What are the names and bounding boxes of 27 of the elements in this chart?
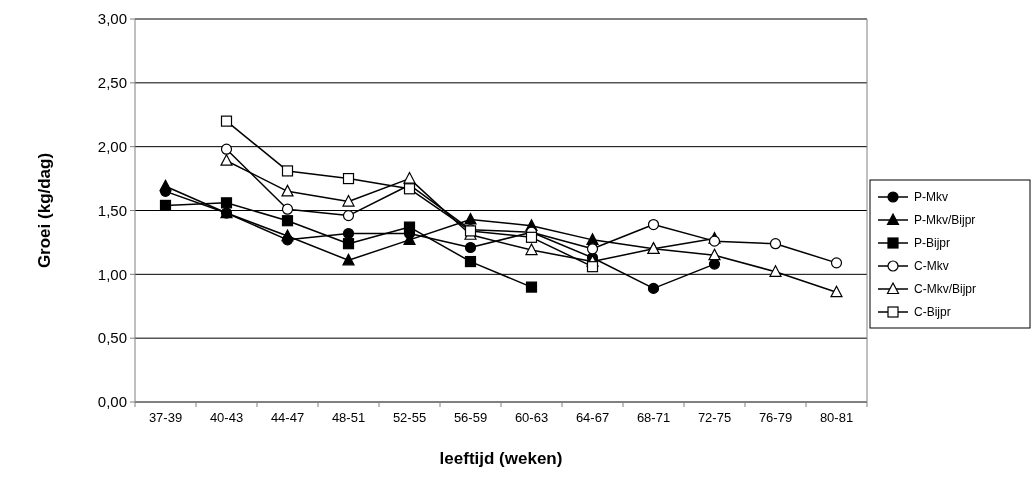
y-tick-label: 1,00 bbox=[97, 265, 127, 283]
x-tick-label: 64-67 bbox=[575, 410, 610, 425]
legend-label: P-Bijpr bbox=[914, 236, 951, 251]
x-tick-label: 60-63 bbox=[514, 410, 549, 425]
y-tick-label: 1,50 bbox=[97, 201, 127, 219]
x-tick-label: 40-43 bbox=[209, 410, 244, 425]
legend-label: P-Mkv/Bijpr bbox=[914, 213, 976, 228]
legend-label: C-Mkv bbox=[914, 259, 949, 274]
legend-label: C-Bijpr bbox=[914, 305, 951, 320]
x-tick-label: 56-59 bbox=[453, 410, 488, 425]
y-tick-label: 0,00 bbox=[97, 393, 127, 411]
x-tick-label: 72-75 bbox=[697, 410, 732, 425]
x-tick-label: 37-39 bbox=[148, 410, 183, 425]
legend-label: P-Mkv bbox=[914, 190, 948, 205]
y-tick-label: 2,00 bbox=[97, 137, 127, 155]
y-tick-label: 2,50 bbox=[97, 74, 127, 92]
x-tick-label: 52-55 bbox=[392, 410, 427, 425]
y-tick-label: 0,50 bbox=[97, 329, 127, 347]
legend-label: C-Mkv/Bijpr bbox=[914, 282, 976, 297]
x-tick-label: 76-79 bbox=[758, 410, 793, 425]
x-tick-label: 44-47 bbox=[270, 410, 305, 425]
x-axis-title: leeftijd (weken) bbox=[439, 449, 563, 468]
x-tick-label: 80-81 bbox=[819, 410, 854, 425]
y-tick-label: 3,00 bbox=[97, 10, 127, 28]
x-tick-label: 48-51 bbox=[331, 410, 366, 425]
x-tick-label: 68-71 bbox=[636, 410, 671, 425]
y-axis-title: Groei (kg/dag) bbox=[35, 152, 54, 269]
